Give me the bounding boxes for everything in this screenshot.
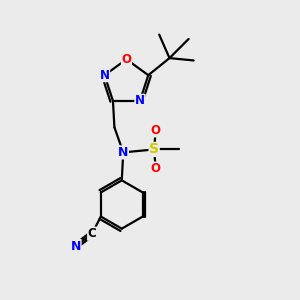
Text: O: O — [122, 53, 131, 66]
Text: N: N — [71, 239, 81, 253]
Text: S: S — [149, 142, 159, 156]
Text: N: N — [135, 94, 145, 107]
Text: O: O — [151, 162, 160, 175]
Text: O: O — [151, 124, 160, 137]
Text: N: N — [118, 146, 128, 159]
Text: N: N — [100, 69, 110, 82]
Text: C: C — [88, 227, 96, 240]
